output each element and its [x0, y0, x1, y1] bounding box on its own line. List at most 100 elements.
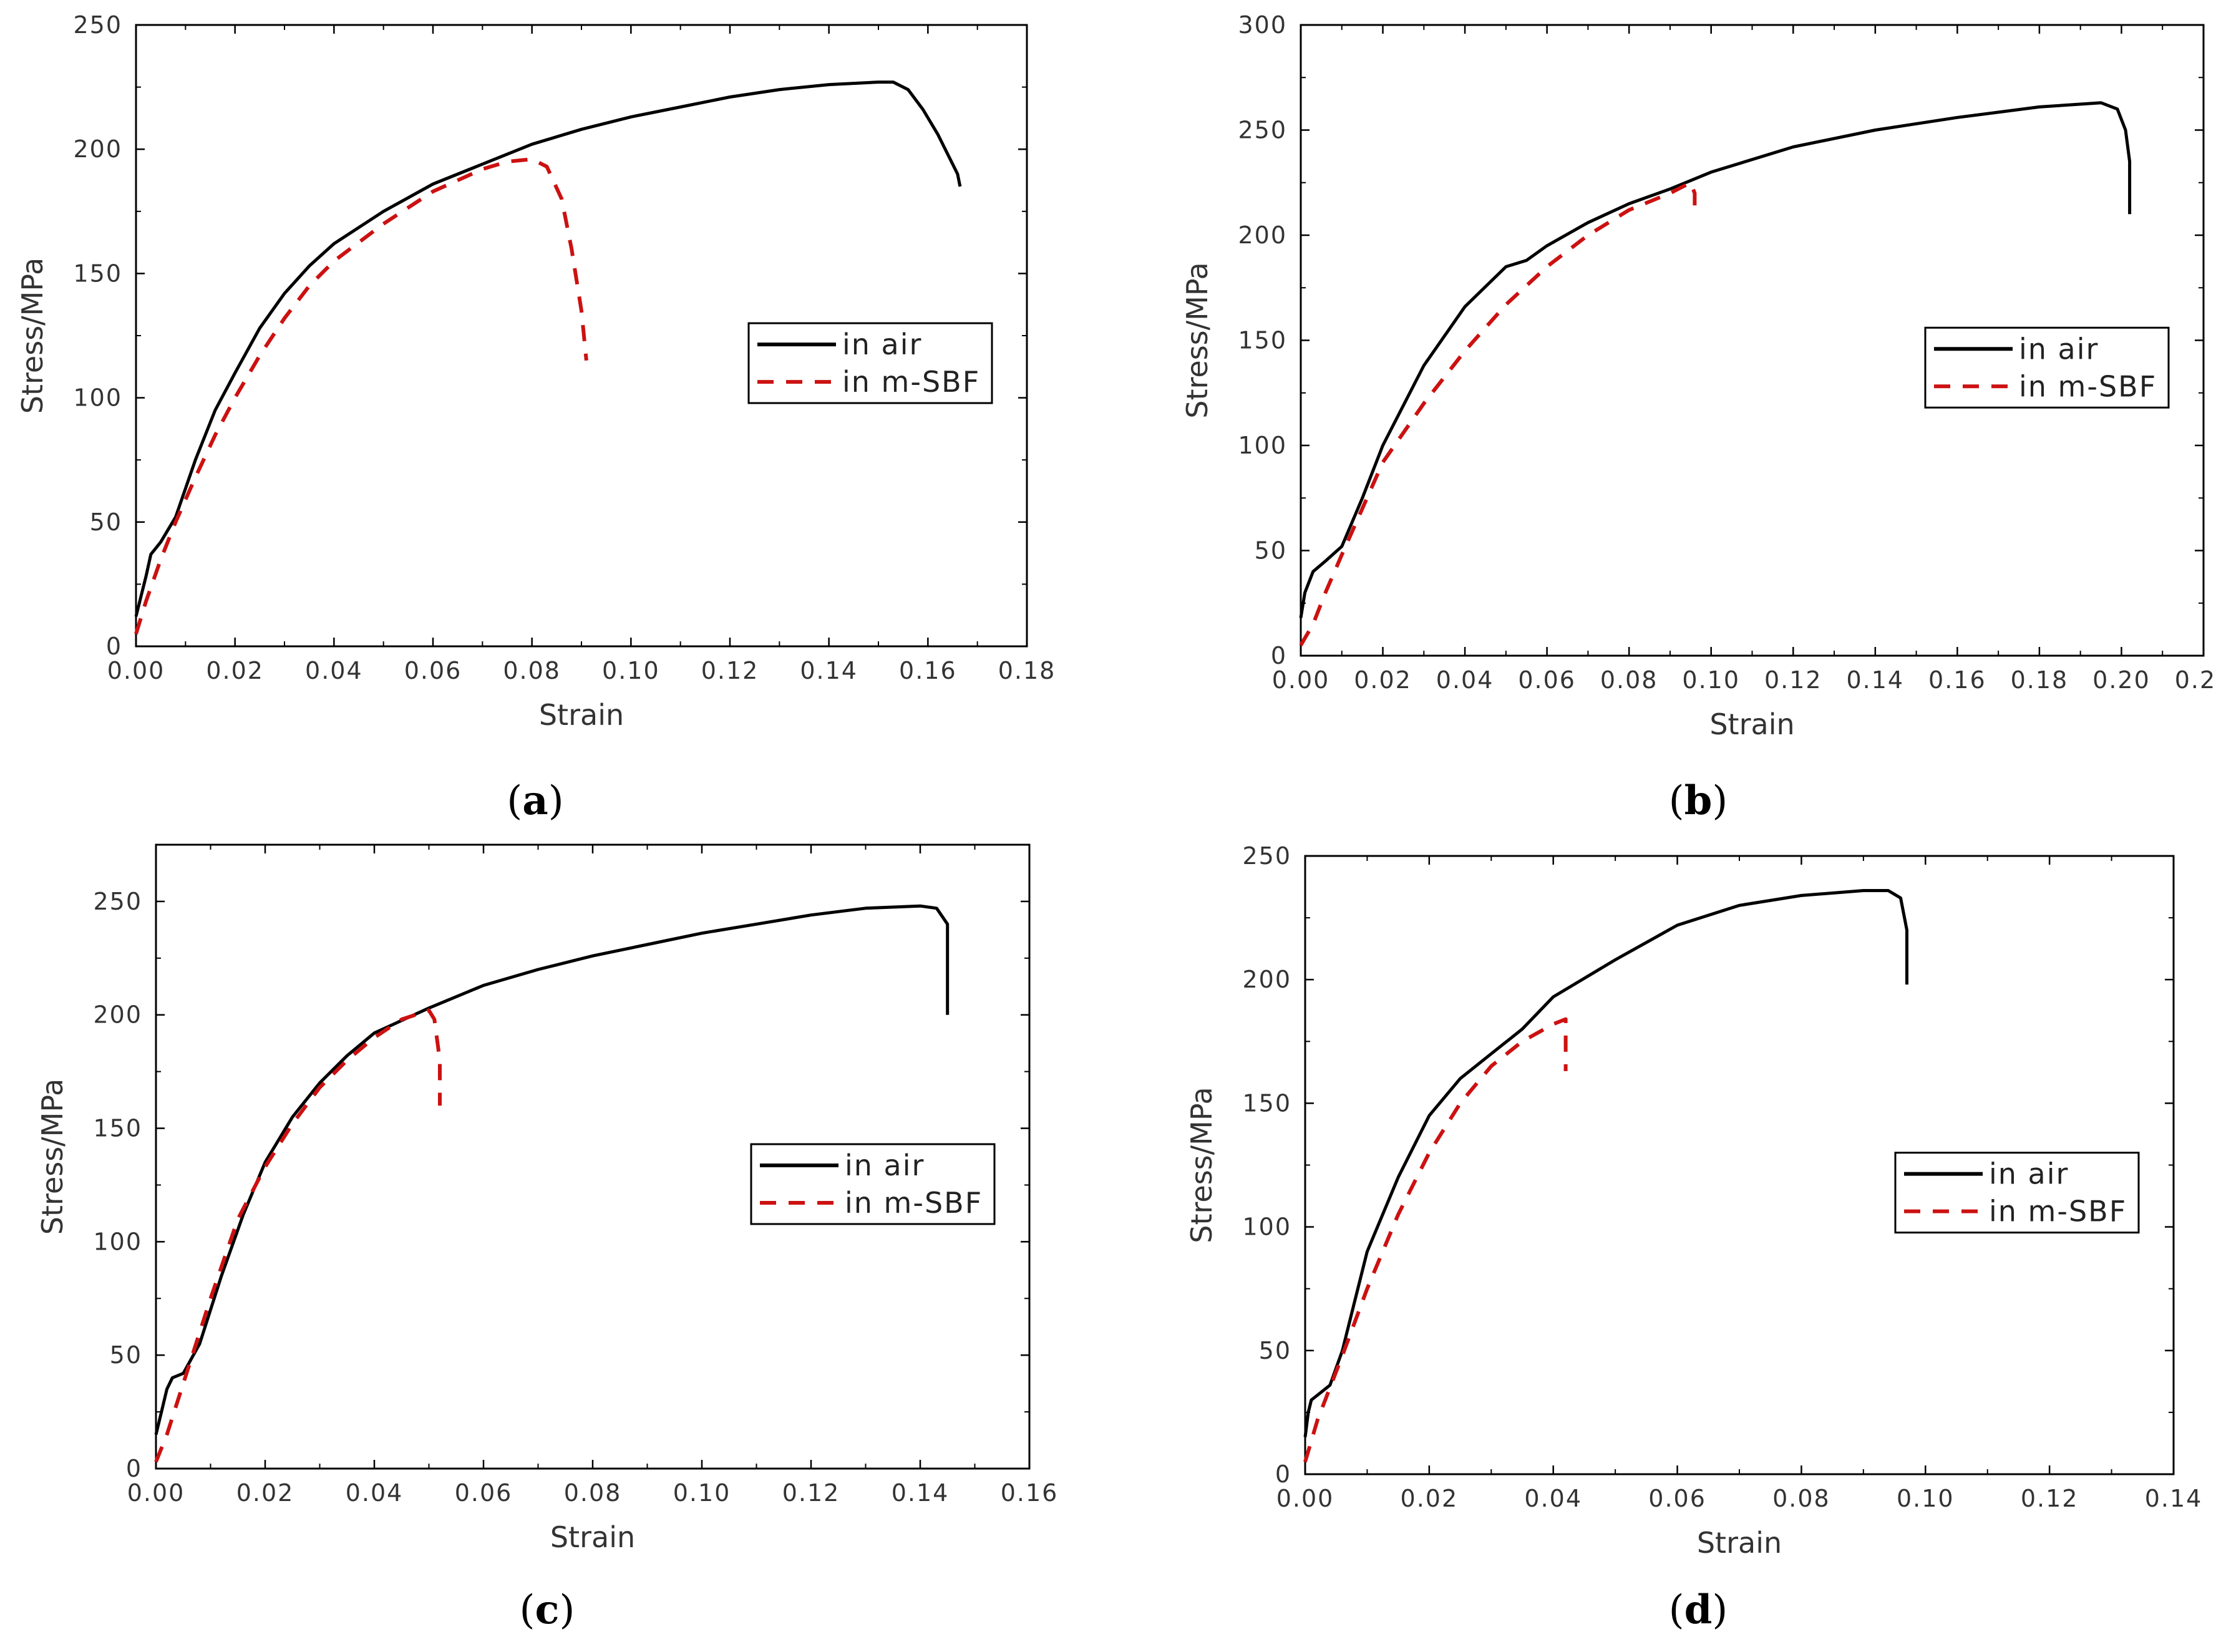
x-tick-label: 0.18 [2011, 666, 2069, 694]
x-tick-label: 0.00 [107, 657, 165, 684]
x-tick-label: 0.04 [1436, 666, 1494, 694]
x-tick-label: 0.14 [1847, 666, 1905, 694]
y-tick-label: 150 [1242, 1089, 1291, 1117]
y-tick-label: 150 [93, 1115, 142, 1142]
x-tick-label: 0.16 [899, 657, 957, 684]
x-tick-label: 0.16 [1928, 666, 1986, 694]
x-axis-title: Strain [550, 1520, 635, 1554]
x-tick-label: 0.08 [1600, 666, 1658, 694]
y-tick-label: 200 [1242, 966, 1291, 993]
x-tick-label: 0.02 [1354, 666, 1412, 694]
legend-label: in air [2019, 332, 2099, 366]
x-tick-label: 0.22 [2175, 666, 2216, 694]
x-tick-label: 0.04 [346, 1479, 404, 1507]
y-tick-label: 250 [73, 11, 122, 39]
y-tick-label: 50 [90, 508, 122, 536]
series-line-in-air [134, 80, 962, 617]
legend-label: in m-SBF [842, 365, 980, 399]
x-axis-title: Strain [1709, 707, 1794, 741]
series-line-in-m-sbf [154, 1008, 442, 1463]
y-tick-label: 150 [1238, 327, 1287, 354]
x-tick-label: 0.08 [503, 657, 561, 684]
x-tick-label: 0.02 [1401, 1485, 1459, 1512]
y-tick-label: 100 [1242, 1213, 1291, 1241]
series-line-in-m-sbf [1299, 180, 1697, 646]
y-tick-label: 0 [1271, 642, 1287, 669]
y-tick-label: 200 [73, 135, 122, 163]
legend-label: in m-SBF [1989, 1195, 2127, 1228]
y-tick-label: 200 [1238, 221, 1287, 249]
x-tick-label: 0.00 [1276, 1485, 1334, 1512]
x-tick-label: 0.20 [2092, 666, 2150, 694]
series-line-in-m-sbf [1303, 1017, 1568, 1463]
y-tick-label: 0 [106, 633, 122, 660]
y-tick-label: 50 [1259, 1337, 1291, 1364]
y-tick-label: 0 [1275, 1460, 1291, 1488]
x-tick-label: 0.06 [455, 1479, 513, 1507]
y-axis-title: Stress/MPa [16, 258, 49, 414]
x-tick-label: 0.12 [2021, 1485, 2079, 1512]
legend-label: in m-SBF [845, 1186, 983, 1220]
x-tick-label: 0.10 [1682, 666, 1740, 694]
panel-a: 0.00 0.02 0.04 0.06 0.08 0.10 0.12 0.14 0.16 0.18… [16, 11, 1056, 824]
legend: in air in m-SBF [750, 1143, 996, 1225]
y-tick-label: 250 [93, 888, 142, 915]
x-tick-label: 0.12 [782, 1479, 840, 1507]
y-tick-label: 100 [1238, 432, 1287, 459]
legend-label: in m-SBF [2019, 369, 2157, 403]
x-tick-label: 0.16 [1001, 1479, 1059, 1507]
y-tick-label: 100 [73, 384, 122, 412]
y-axis-title: Stress/MPa [1185, 1087, 1218, 1243]
panel-caption: (c) [520, 1586, 575, 1633]
y-tick-label: 0 [126, 1455, 142, 1482]
x-tick-label: 0.14 [892, 1479, 950, 1507]
x-tick-label: 0.18 [998, 657, 1056, 684]
x-tick-label: 0.00 [127, 1479, 185, 1507]
x-tick-label: 0.06 [1648, 1485, 1706, 1512]
y-tick-label: 200 [93, 1001, 142, 1029]
x-tick-label: 0.02 [236, 1479, 294, 1507]
x-tick-label: 0.00 [1272, 666, 1330, 694]
x-tick-label: 0.08 [1772, 1485, 1830, 1512]
series-line-in-air [1299, 101, 2132, 618]
legend: in air in m-SBF [747, 322, 993, 404]
y-axis-title: Stress/MPa [1180, 262, 1214, 418]
legend-box [1924, 326, 2170, 409]
legend-box [750, 1143, 996, 1225]
series-line-in-m-sbf [134, 157, 588, 634]
y-tick-label: 50 [110, 1341, 142, 1369]
x-tick-label: 0.04 [1524, 1485, 1582, 1512]
x-tick-label: 0.08 [564, 1479, 622, 1507]
y-tick-label: 250 [1238, 117, 1287, 144]
x-tick-label: 0.12 [1764, 666, 1822, 694]
x-tick-label: 0.02 [206, 657, 264, 684]
x-tick-label: 0.06 [404, 657, 462, 684]
panel-c: 0.00 0.02 0.04 0.06 0.08 0.10 0.12 0.14 0.16 0 50 1… [36, 843, 1059, 1633]
legend-label: in air [842, 328, 922, 361]
y-axis-title: Stress/MPa [36, 1079, 69, 1235]
panel-d: 0.00 0.02 0.04 0.06 0.08 0.10 0.12 0.14 0 50 100 15… [1185, 842, 2203, 1633]
x-tick-label: 0.10 [673, 1479, 731, 1507]
y-tick-label: 300 [1238, 11, 1287, 39]
x-tick-label: 0.14 [2145, 1485, 2203, 1512]
x-tick-label: 0.10 [602, 657, 660, 684]
y-tick-label: 150 [73, 260, 122, 287]
legend-box [1894, 1152, 2140, 1234]
x-tick-label: 0.10 [1897, 1485, 1955, 1512]
legend-label: in air [845, 1149, 925, 1182]
x-axis-title: Strain [539, 698, 624, 732]
panel-caption: (b) [1669, 777, 1728, 824]
series-line-in-air [1303, 889, 1908, 1437]
x-tick-label: 0.04 [305, 657, 363, 684]
x-tick-label: 0.12 [701, 657, 759, 684]
x-tick-label: 0.06 [1518, 666, 1576, 694]
x-tick-label: 0.14 [800, 657, 858, 684]
panel-caption: (d) [1669, 1586, 1728, 1633]
y-tick-label: 50 [1255, 537, 1287, 565]
y-tick-label: 250 [1242, 842, 1291, 870]
y-tick-label: 100 [93, 1228, 142, 1255]
legend-box [747, 322, 993, 404]
